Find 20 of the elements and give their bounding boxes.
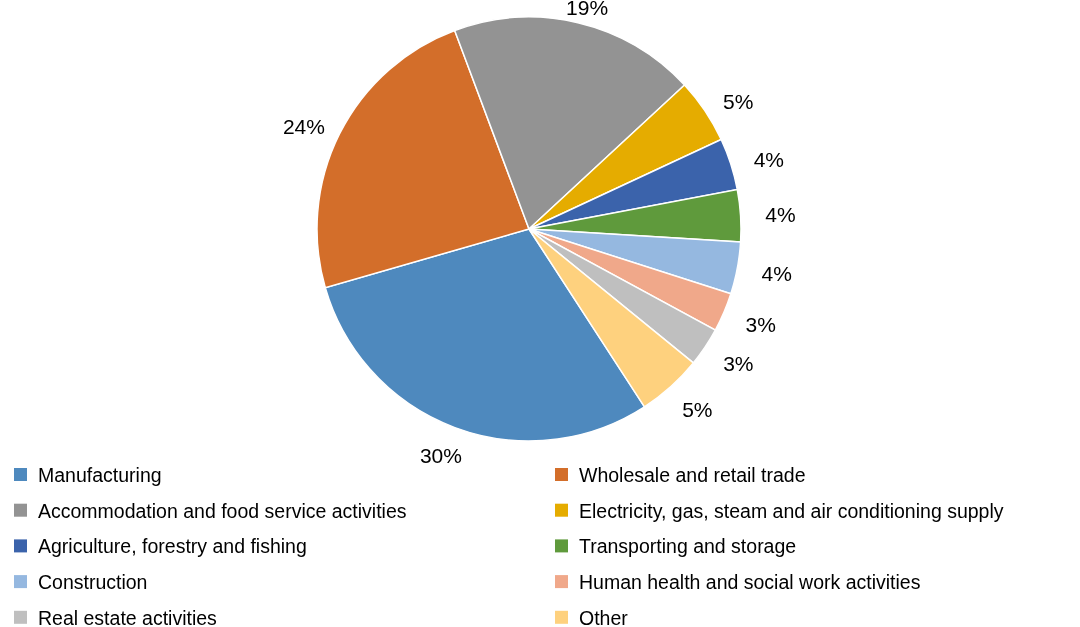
legend-label: Construction [38, 571, 148, 594]
legend-label: Other [579, 606, 629, 627]
legend-label: Wholesale and retail trade [579, 464, 806, 486]
data-label: 3% [745, 312, 776, 336]
data-label: 30% [419, 444, 462, 468]
data-label: 19% [566, 0, 609, 19]
data-label: 24% [282, 115, 325, 139]
data-label: 5% [723, 90, 754, 114]
legend-label: Human health and social work activities [579, 571, 921, 594]
data-label: 4% [761, 262, 792, 286]
data-label: 4% [765, 203, 796, 227]
legend-label: Agriculture, forestry and fishing [38, 535, 307, 558]
legend-label: Electricity, gas, steam and air conditioning supply [579, 499, 1004, 522]
data-label: 3% [723, 352, 754, 376]
legend-label: Real estate activities [38, 606, 218, 627]
legend-label: Manufacturing [38, 464, 162, 486]
legend-label: Transporting and storage [579, 535, 797, 558]
data-label: 4% [753, 147, 785, 171]
legend-label: Accommodation and food service activities [38, 499, 407, 522]
data-label: 5% [682, 397, 713, 421]
